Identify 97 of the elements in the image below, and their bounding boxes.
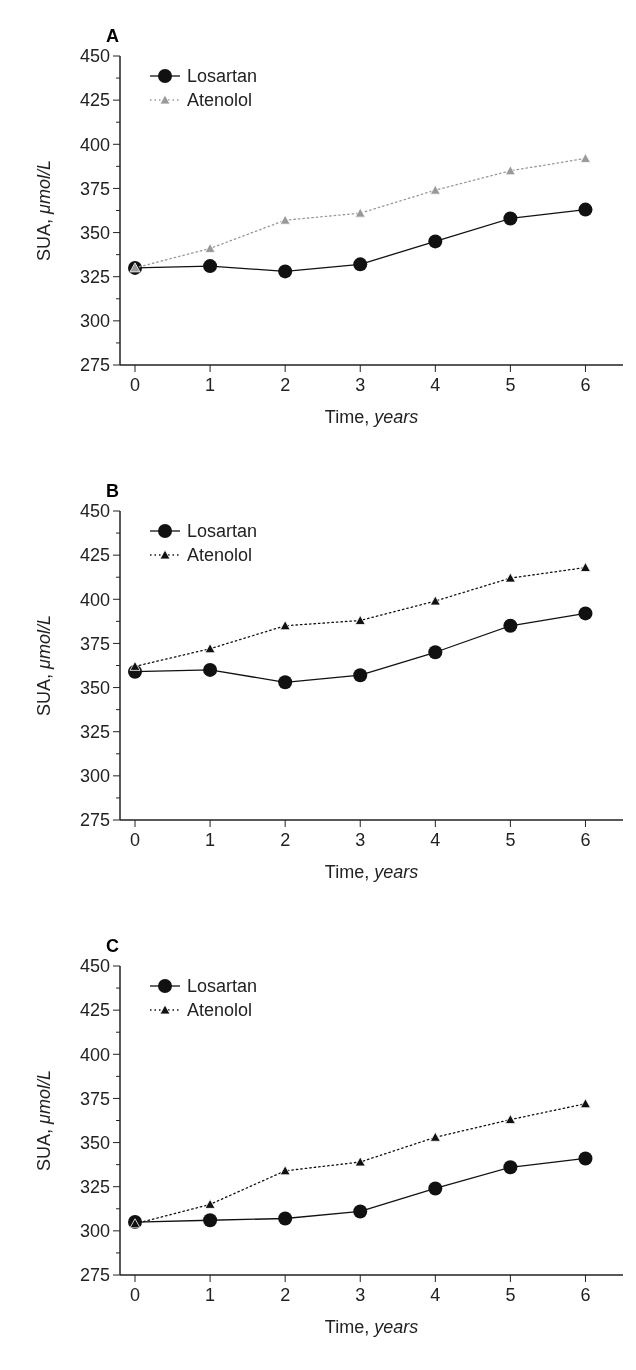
y-tick-label: 450 <box>79 46 110 67</box>
y-tick-label: 375 <box>79 178 110 199</box>
x-tick-label: 5 <box>505 375 516 395</box>
y-tick-label: 325 <box>79 722 110 743</box>
point <box>503 618 518 633</box>
x-tick-label: 3 <box>355 830 366 850</box>
point <box>504 1114 516 1125</box>
point <box>278 264 293 279</box>
point <box>354 1156 366 1167</box>
y-tick-label: 425 <box>79 90 110 111</box>
x-tick-label: 1 <box>205 375 216 395</box>
chart-title: C <box>106 936 119 956</box>
point <box>578 1151 593 1166</box>
point <box>503 1160 518 1175</box>
y-axis-title: SUA, μmol/L <box>34 615 54 716</box>
y-tick-label: 350 <box>79 222 110 243</box>
x-tick-label: 0 <box>130 375 141 395</box>
legend-label: Losartan <box>187 521 258 542</box>
point <box>429 184 441 195</box>
y-tick-label: 350 <box>79 677 110 698</box>
legend-label: Losartan <box>187 66 258 87</box>
y-axis-title: SUA, μmol/L <box>34 1070 54 1171</box>
x-axis-title: Time, years <box>324 1317 419 1337</box>
point <box>353 668 368 683</box>
point <box>578 606 593 621</box>
point <box>203 1213 218 1228</box>
legend-label: Losartan <box>187 976 258 997</box>
y-tick-label: 425 <box>79 545 110 566</box>
x-tick-label: 2 <box>280 1285 291 1305</box>
y-tick-label: 375 <box>79 1088 110 1109</box>
x-tick-label: 5 <box>505 830 516 850</box>
x-tick-label: 0 <box>130 830 141 850</box>
y-tick-label: 350 <box>79 1132 110 1153</box>
point <box>504 572 516 583</box>
chart-title: A <box>106 26 119 46</box>
y-tick-label: 400 <box>79 589 110 610</box>
point <box>578 202 593 217</box>
point <box>428 1181 443 1196</box>
x-tick-label: 4 <box>430 830 441 850</box>
y-tick-label: 450 <box>79 956 110 977</box>
point <box>278 1211 293 1226</box>
point <box>429 595 441 606</box>
point <box>354 207 366 218</box>
x-tick-label: 4 <box>430 375 441 395</box>
y-tick-label: 325 <box>79 267 110 288</box>
point <box>580 1098 591 1109</box>
legend-label: Atenolol <box>187 1000 253 1021</box>
y-tick-label: 275 <box>79 1265 110 1286</box>
y-tick-label: 425 <box>79 1000 110 1021</box>
x-tick-label: 6 <box>580 1285 591 1305</box>
y-tick-label: 400 <box>79 1044 110 1065</box>
x-tick-label: 3 <box>355 1285 366 1305</box>
x-tick-label: 1 <box>205 830 216 850</box>
y-tick-label: 275 <box>79 355 110 376</box>
x-tick-label: 6 <box>580 830 591 850</box>
point <box>504 165 516 176</box>
y-tick-label: 300 <box>79 311 110 332</box>
point <box>278 675 293 690</box>
x-tick-label: 2 <box>280 830 291 850</box>
point <box>353 257 368 272</box>
y-tick-label: 375 <box>79 633 110 654</box>
point <box>428 234 443 249</box>
y-tick-label: 400 <box>79 134 110 155</box>
x-axis-title: Time, years <box>324 862 419 882</box>
point <box>428 645 443 660</box>
point <box>203 662 218 677</box>
point <box>279 214 291 225</box>
y-axis-title: SUA, μmol/L <box>34 160 54 261</box>
y-tick-label: 300 <box>79 1221 110 1242</box>
point <box>204 243 216 253</box>
x-tick-label: 5 <box>505 1285 516 1305</box>
x-tick-label: 2 <box>280 375 291 395</box>
x-tick-label: 3 <box>355 375 366 395</box>
x-tick-label: 0 <box>130 1285 141 1305</box>
chart-title: B <box>106 481 119 501</box>
point <box>580 153 591 163</box>
x-tick-label: 6 <box>580 375 591 395</box>
x-tick-label: 4 <box>430 1285 441 1305</box>
point <box>204 643 216 654</box>
point <box>354 615 366 625</box>
y-tick-label: 300 <box>79 766 110 787</box>
y-tick-label: 450 <box>79 501 110 522</box>
point <box>204 1198 216 1209</box>
point <box>279 620 291 631</box>
point <box>203 259 218 274</box>
point <box>279 1165 291 1176</box>
y-tick-label: 275 <box>79 810 110 831</box>
point <box>129 660 141 671</box>
x-tick-label: 1 <box>205 1285 216 1305</box>
x-axis-title: Time, years <box>324 407 419 427</box>
legend-label: Atenolol <box>187 90 253 111</box>
point <box>429 1131 441 1142</box>
y-tick-label: 325 <box>79 1177 110 1198</box>
point <box>503 211 518 226</box>
legend-label: Atenolol <box>187 545 253 566</box>
point <box>353 1204 368 1219</box>
point <box>580 562 591 572</box>
